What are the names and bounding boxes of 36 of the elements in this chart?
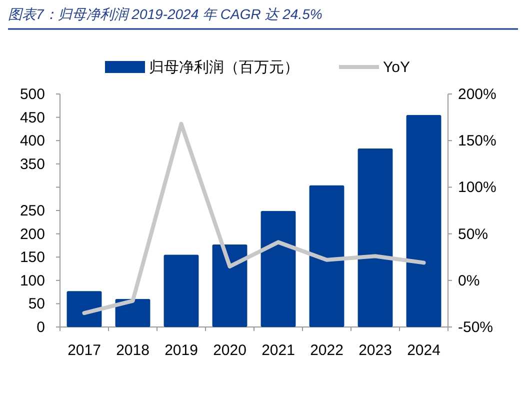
- legend-label: YoY: [383, 59, 410, 76]
- y-tick-label: 350: [20, 156, 45, 173]
- x-tick-label: 2017: [68, 342, 101, 359]
- x-tick-label: 2023: [358, 342, 392, 359]
- y-tick-label: 250: [20, 202, 45, 220]
- bar: [66, 291, 102, 327]
- x-tick-label: 2018: [116, 342, 150, 359]
- bar: [358, 148, 393, 327]
- bar: [260, 210, 296, 327]
- bar: [164, 254, 199, 327]
- y-tick-label: 100: [20, 272, 45, 290]
- y-tick-label: 0: [36, 319, 45, 336]
- y-tick-label: 50: [28, 296, 45, 313]
- x-tick-label: 2022: [310, 342, 344, 359]
- bar: [406, 114, 442, 327]
- y2-tick-label: 200%: [458, 86, 496, 103]
- x-tick-label: 2024: [407, 342, 440, 359]
- y-tick-label: 500: [20, 86, 45, 103]
- y-tick-label: 400: [20, 132, 45, 150]
- y2-tick-label: 0%: [458, 272, 480, 290]
- chart-title: 图表7：归母净利润 2019-2024 年 CAGR 达 24.5%: [8, 6, 322, 22]
- y2-tick-label: 150%: [458, 132, 496, 150]
- line-series: [82, 122, 426, 316]
- y-tick-label: 150: [20, 249, 45, 266]
- y-tick-label: 450: [20, 109, 45, 126]
- y2-tick-label: -50%: [458, 319, 494, 336]
- bar: [212, 244, 248, 327]
- legend-label: 归母净利润（百万元）: [149, 59, 299, 76]
- x-tick-label: 2021: [262, 342, 295, 359]
- y2-tick-label: 100%: [458, 179, 496, 196]
- x-tick-label: 2020: [213, 342, 246, 359]
- bar: [115, 299, 150, 327]
- bar: [309, 185, 344, 327]
- y2-tick-label: 50%: [458, 226, 488, 243]
- y-tick-label: 200: [20, 226, 45, 243]
- x-tick-label: 2019: [164, 342, 198, 359]
